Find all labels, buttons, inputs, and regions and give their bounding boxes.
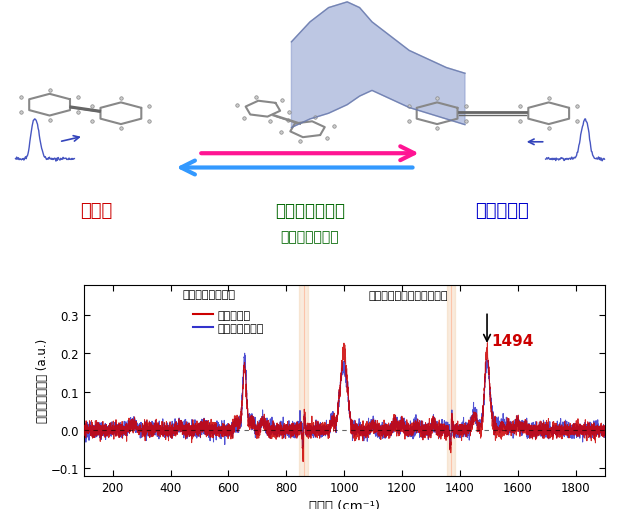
Text: トランス体: トランス体 xyxy=(476,202,529,220)
Bar xyxy=(447,285,456,476)
Text: スチルベン誤導体: スチルベン誤導体 xyxy=(183,290,236,300)
Text: ファントム状態: ファントム状態 xyxy=(275,202,345,220)
Text: （垂直構造？）: （垂直構造？） xyxy=(281,230,339,244)
Y-axis label: ラマン信号強度 (a.u.): ラマン信号強度 (a.u.) xyxy=(36,338,49,422)
Text: 中心炭素原子間の伸縮振動: 中心炭素原子間の伸縮振動 xyxy=(368,290,448,300)
Bar xyxy=(299,285,308,476)
Polygon shape xyxy=(291,3,465,128)
Text: シス体: シス体 xyxy=(80,202,112,220)
X-axis label: 振動数 (cm⁻¹): 振動数 (cm⁻¹) xyxy=(309,499,379,509)
Legend: シス体から, トランス体から: シス体から, トランス体から xyxy=(188,306,268,337)
Text: 1494: 1494 xyxy=(492,333,534,348)
